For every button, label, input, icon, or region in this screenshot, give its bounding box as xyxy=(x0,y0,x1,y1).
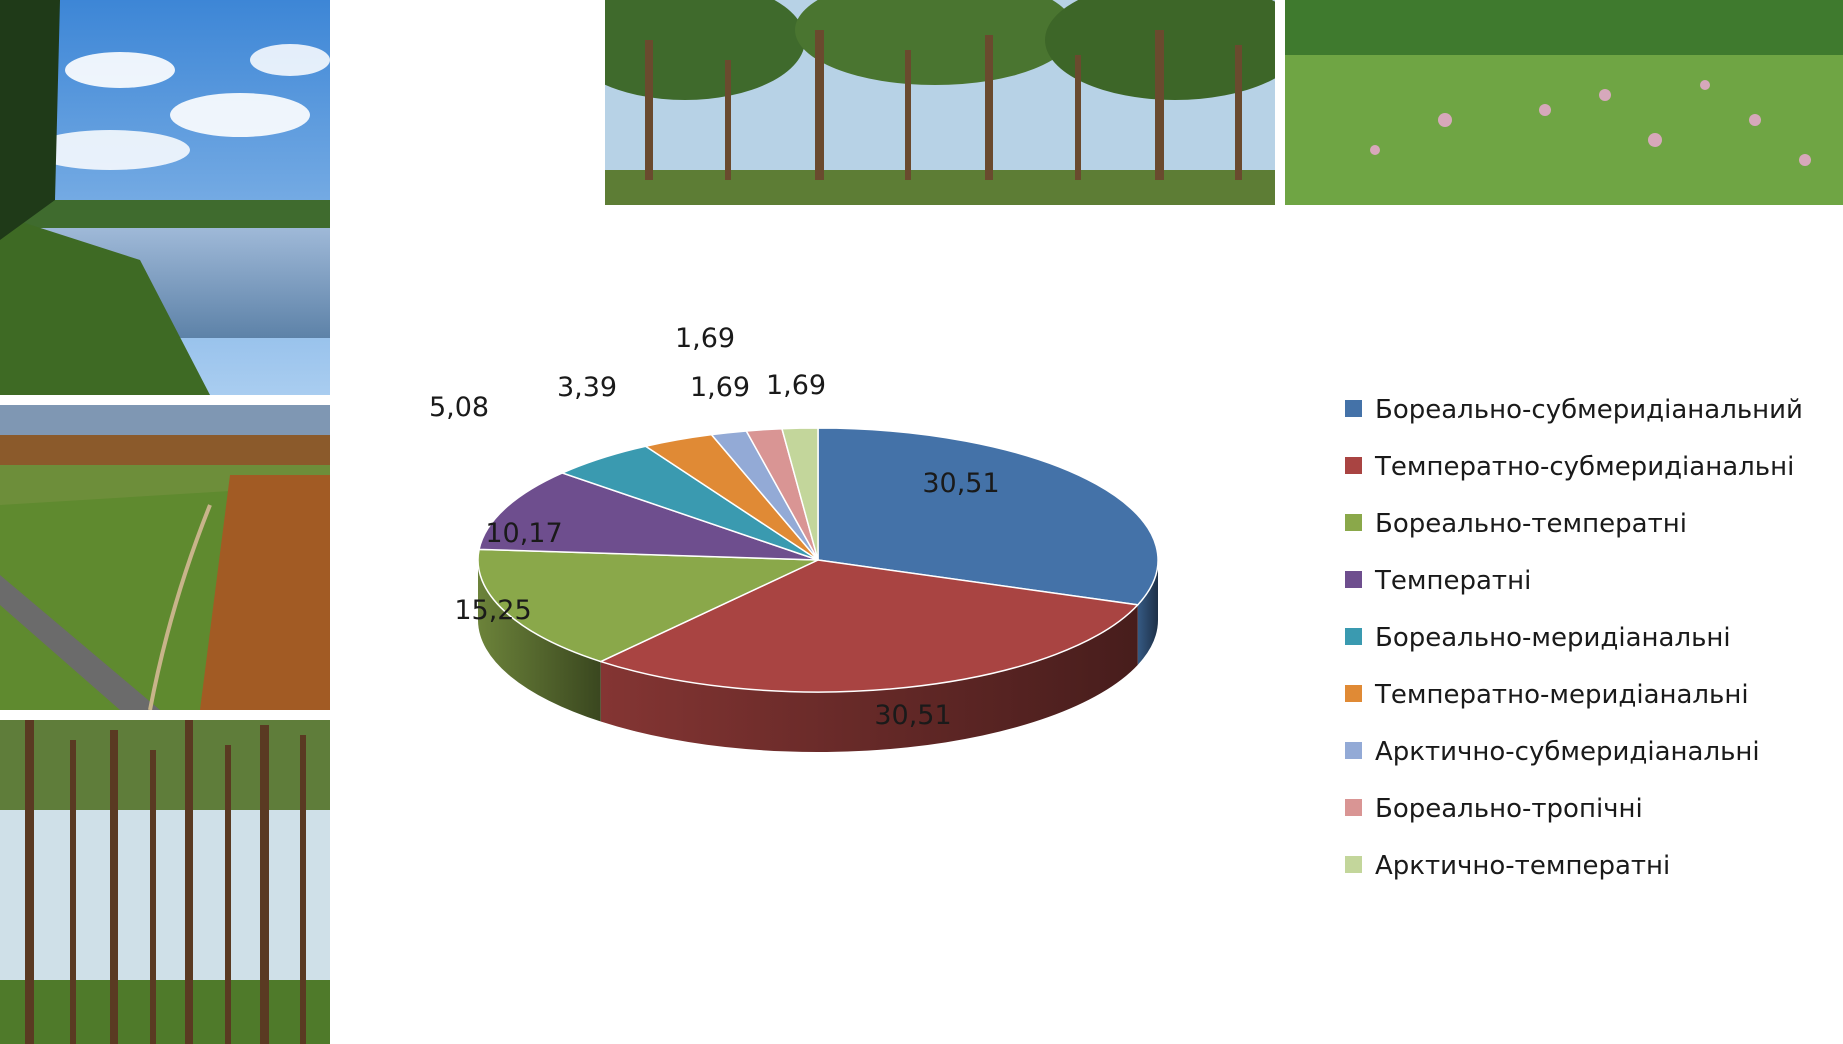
legend-swatch-3 xyxy=(1345,514,1362,531)
pie-slice-2 xyxy=(598,559,1140,693)
legend-label-1: Бореально-субмеридіанальний xyxy=(1375,395,1803,425)
river-photo xyxy=(0,0,330,395)
legend-swatch-4 xyxy=(1345,571,1362,588)
pine-forest-photo xyxy=(0,720,330,1044)
legend-label-6: Температно-меридіанальні xyxy=(1374,680,1749,710)
pie-side-2 xyxy=(600,604,1138,752)
legend-swatch-9 xyxy=(1345,856,1362,873)
legend-label-8: Бореально-тропічні xyxy=(1375,794,1643,824)
legend-label-9: Арктично-температні xyxy=(1375,851,1670,881)
chart-area: 30,51 30,51 15,25 10,17 5,08 3,39 1,69 1,69 1,69… xyxy=(330,205,1843,1044)
legend-label-3: Бореально-температні xyxy=(1375,509,1687,539)
pie-side-3 xyxy=(478,560,601,722)
pie-side-1 xyxy=(1137,560,1158,665)
data-label-7: 1,69 xyxy=(690,372,750,403)
pie-slice-4 xyxy=(478,472,819,561)
data-label-6: 3,39 xyxy=(557,372,617,403)
legend: Бореально-субмеридіанальний Температно-су… xyxy=(1345,395,1803,881)
pie-slice-3 xyxy=(477,548,819,663)
legend-swatch-8 xyxy=(1345,799,1362,816)
legend-swatch-7 xyxy=(1345,742,1362,759)
data-label-5: 5,08 xyxy=(429,392,489,423)
pie-slice-1 xyxy=(817,427,1159,606)
data-label-2: 30,51 xyxy=(874,700,951,731)
forest-photo xyxy=(605,0,1275,205)
data-label-1: 30,51 xyxy=(922,468,999,499)
legend-label-5: Бореально-меридіанальні xyxy=(1375,623,1731,653)
data-label-9: 1,69 xyxy=(766,370,826,401)
data-label-8: 1,69 xyxy=(675,323,735,354)
data-label-4: 10,17 xyxy=(485,518,562,549)
legend-label-7: Арктично-субмеридіанальні xyxy=(1375,737,1760,767)
legend-swatch-2 xyxy=(1345,457,1362,474)
legend-swatch-6 xyxy=(1345,685,1362,702)
legend-label-2: Температно-субмеридіанальні xyxy=(1374,452,1794,482)
valley-photo xyxy=(0,405,330,710)
pie-chart: 30,51 30,51 15,25 10,17 5,08 3,39 1,69 1,69 1,69… xyxy=(429,323,1803,881)
legend-swatch-1 xyxy=(1345,400,1362,417)
pie-slice-9 xyxy=(780,427,819,561)
legend-label-4: Температні xyxy=(1374,566,1531,596)
meadow-photo xyxy=(1285,0,1843,205)
legend-swatch-5 xyxy=(1345,628,1362,645)
data-label-3: 15,25 xyxy=(454,595,531,626)
